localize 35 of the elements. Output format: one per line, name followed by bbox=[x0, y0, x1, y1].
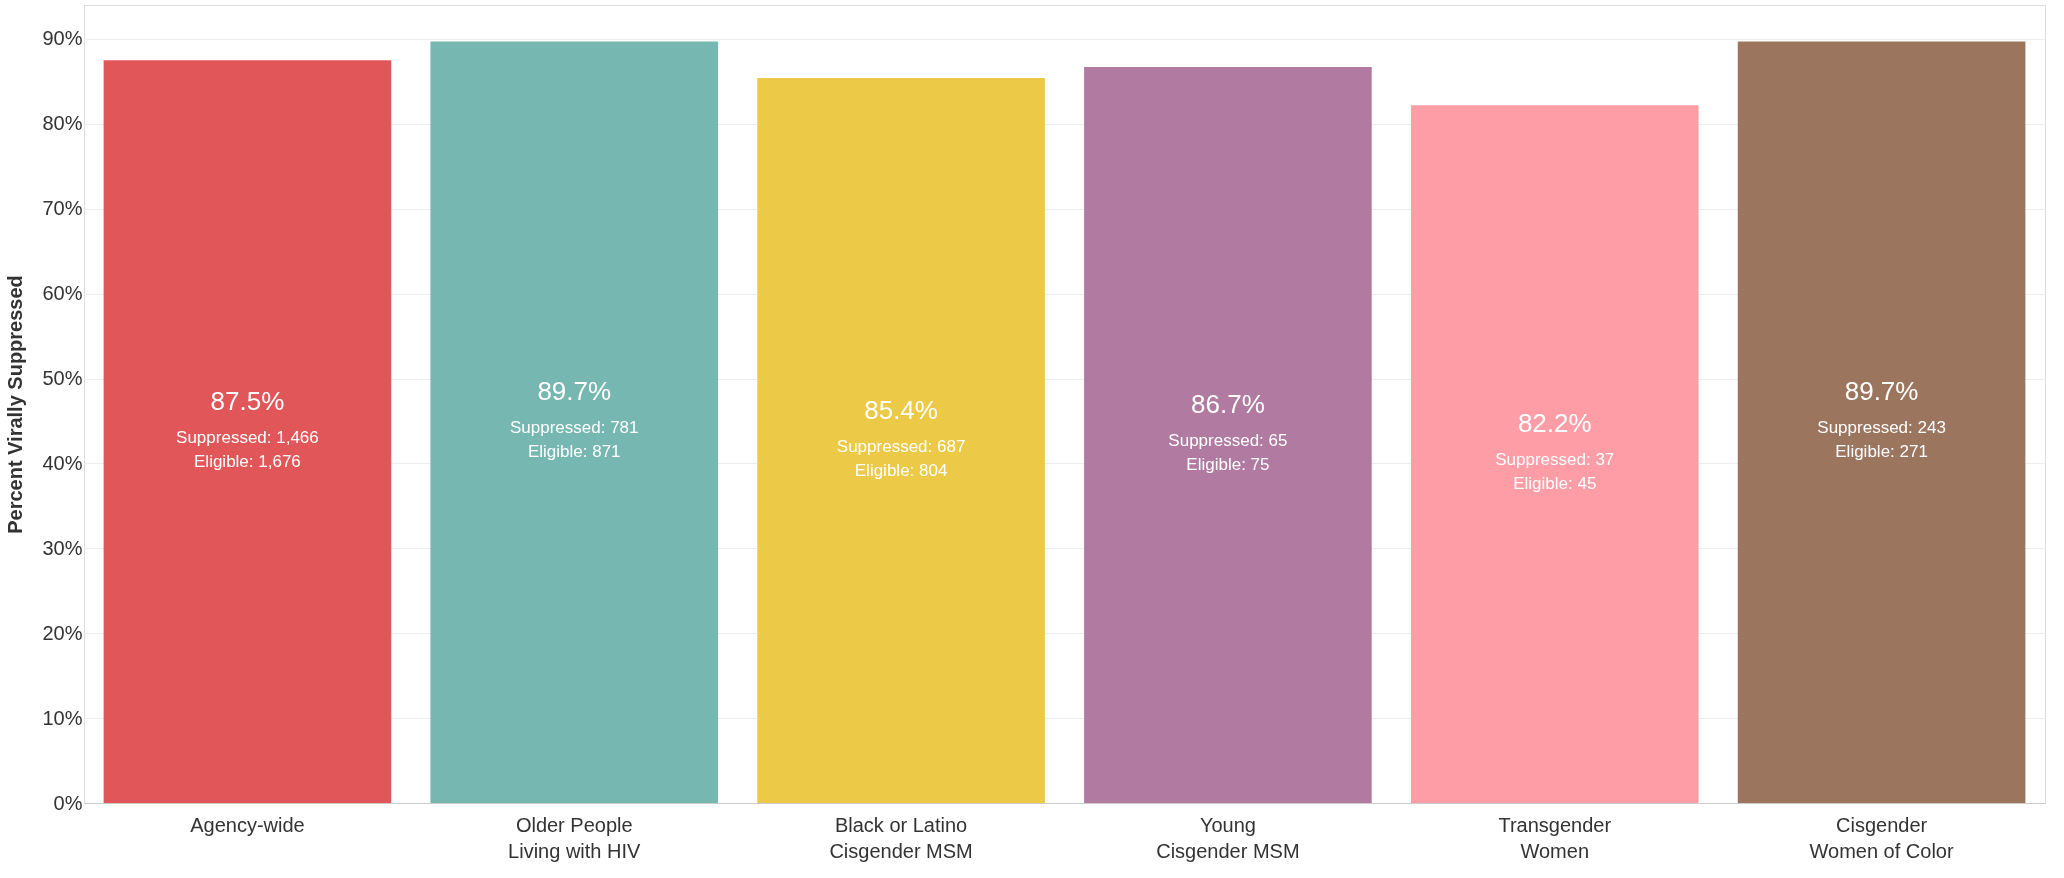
y-tick-label: 60% bbox=[42, 282, 83, 305]
data-label: 89.7% bbox=[1844, 376, 1919, 407]
data-label: 85.4% bbox=[864, 394, 938, 425]
y-tick-label: 20% bbox=[42, 621, 83, 644]
y-axis-title: Percent Virally Suppressed bbox=[4, 275, 27, 534]
data-label: 82.2% bbox=[1517, 408, 1592, 439]
annotation: Eligible: 1,676 bbox=[194, 451, 301, 471]
x-tick-label: Cisgender Women of Color bbox=[1809, 813, 1954, 862]
annotation: Eligible: 45 bbox=[1513, 474, 1597, 494]
annotation: Suppressed: 37 bbox=[1495, 450, 1615, 470]
y-tick-label: 50% bbox=[42, 367, 83, 390]
y-tick-label: 70% bbox=[42, 197, 83, 220]
y-tick-label: 0% bbox=[53, 791, 83, 814]
annotation: Eligible: 75 bbox=[1186, 454, 1270, 474]
x-tick-label: Agency-wide bbox=[190, 813, 305, 836]
x-tick-label: Transgender Women bbox=[1498, 813, 1612, 862]
annotation: Eligible: 271 bbox=[1835, 442, 1928, 462]
data-label: 87.5% bbox=[210, 385, 285, 416]
x-tick-label: Young Cisgender MSM bbox=[1156, 813, 1300, 862]
annotation: Eligible: 871 bbox=[527, 442, 621, 462]
annotation: Suppressed: 687 bbox=[836, 436, 966, 456]
y-tick-label: 30% bbox=[42, 536, 83, 559]
annotation: Suppressed: 781 bbox=[509, 418, 639, 438]
data-label: 86.7% bbox=[1191, 388, 1265, 419]
x-tick-label: Older People Living with HIV bbox=[508, 813, 642, 862]
x-tick-label: Black or Latino Cisgender MSM bbox=[829, 813, 973, 862]
y-tick-label: 40% bbox=[42, 451, 83, 474]
data-label: 89.7% bbox=[537, 376, 612, 407]
y-tick-label: 90% bbox=[42, 27, 83, 50]
y-tick-label: 80% bbox=[42, 112, 83, 135]
y-tick-label: 10% bbox=[42, 706, 83, 729]
annotation: Suppressed: 65 bbox=[1168, 430, 1288, 450]
annotation: Suppressed: 243 bbox=[1817, 418, 1946, 438]
annotation: Suppressed: 1,466 bbox=[176, 427, 319, 447]
annotation: Eligible: 804 bbox=[854, 460, 948, 480]
